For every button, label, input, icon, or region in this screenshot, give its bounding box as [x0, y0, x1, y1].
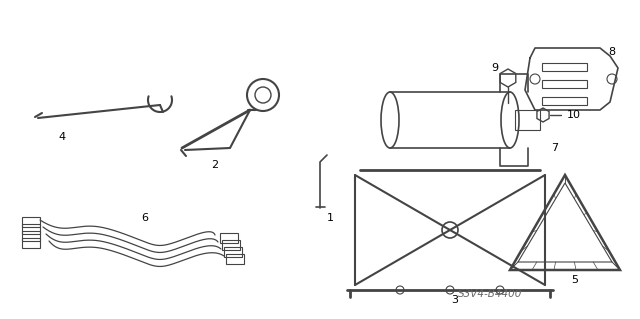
- Bar: [542, 80, 587, 88]
- Bar: [22, 231, 40, 241]
- Bar: [22, 224, 40, 234]
- Bar: [515, 110, 540, 130]
- Bar: [22, 238, 40, 248]
- Text: S3V4-B4400: S3V4-B4400: [458, 289, 522, 299]
- Bar: [220, 233, 238, 243]
- Text: 5: 5: [572, 275, 579, 285]
- Bar: [224, 247, 242, 257]
- Bar: [226, 254, 244, 264]
- Text: 6: 6: [141, 213, 148, 223]
- Text: 4: 4: [58, 132, 65, 142]
- Text: 7: 7: [552, 143, 559, 153]
- Text: 1: 1: [326, 213, 333, 223]
- Text: 8: 8: [609, 47, 616, 57]
- Bar: [542, 63, 587, 71]
- Bar: [542, 97, 587, 105]
- Bar: [22, 217, 40, 227]
- Text: 10: 10: [567, 110, 581, 120]
- Text: 3: 3: [451, 295, 458, 305]
- Bar: [222, 240, 240, 250]
- Text: 9: 9: [492, 63, 499, 73]
- Text: 2: 2: [211, 160, 219, 170]
